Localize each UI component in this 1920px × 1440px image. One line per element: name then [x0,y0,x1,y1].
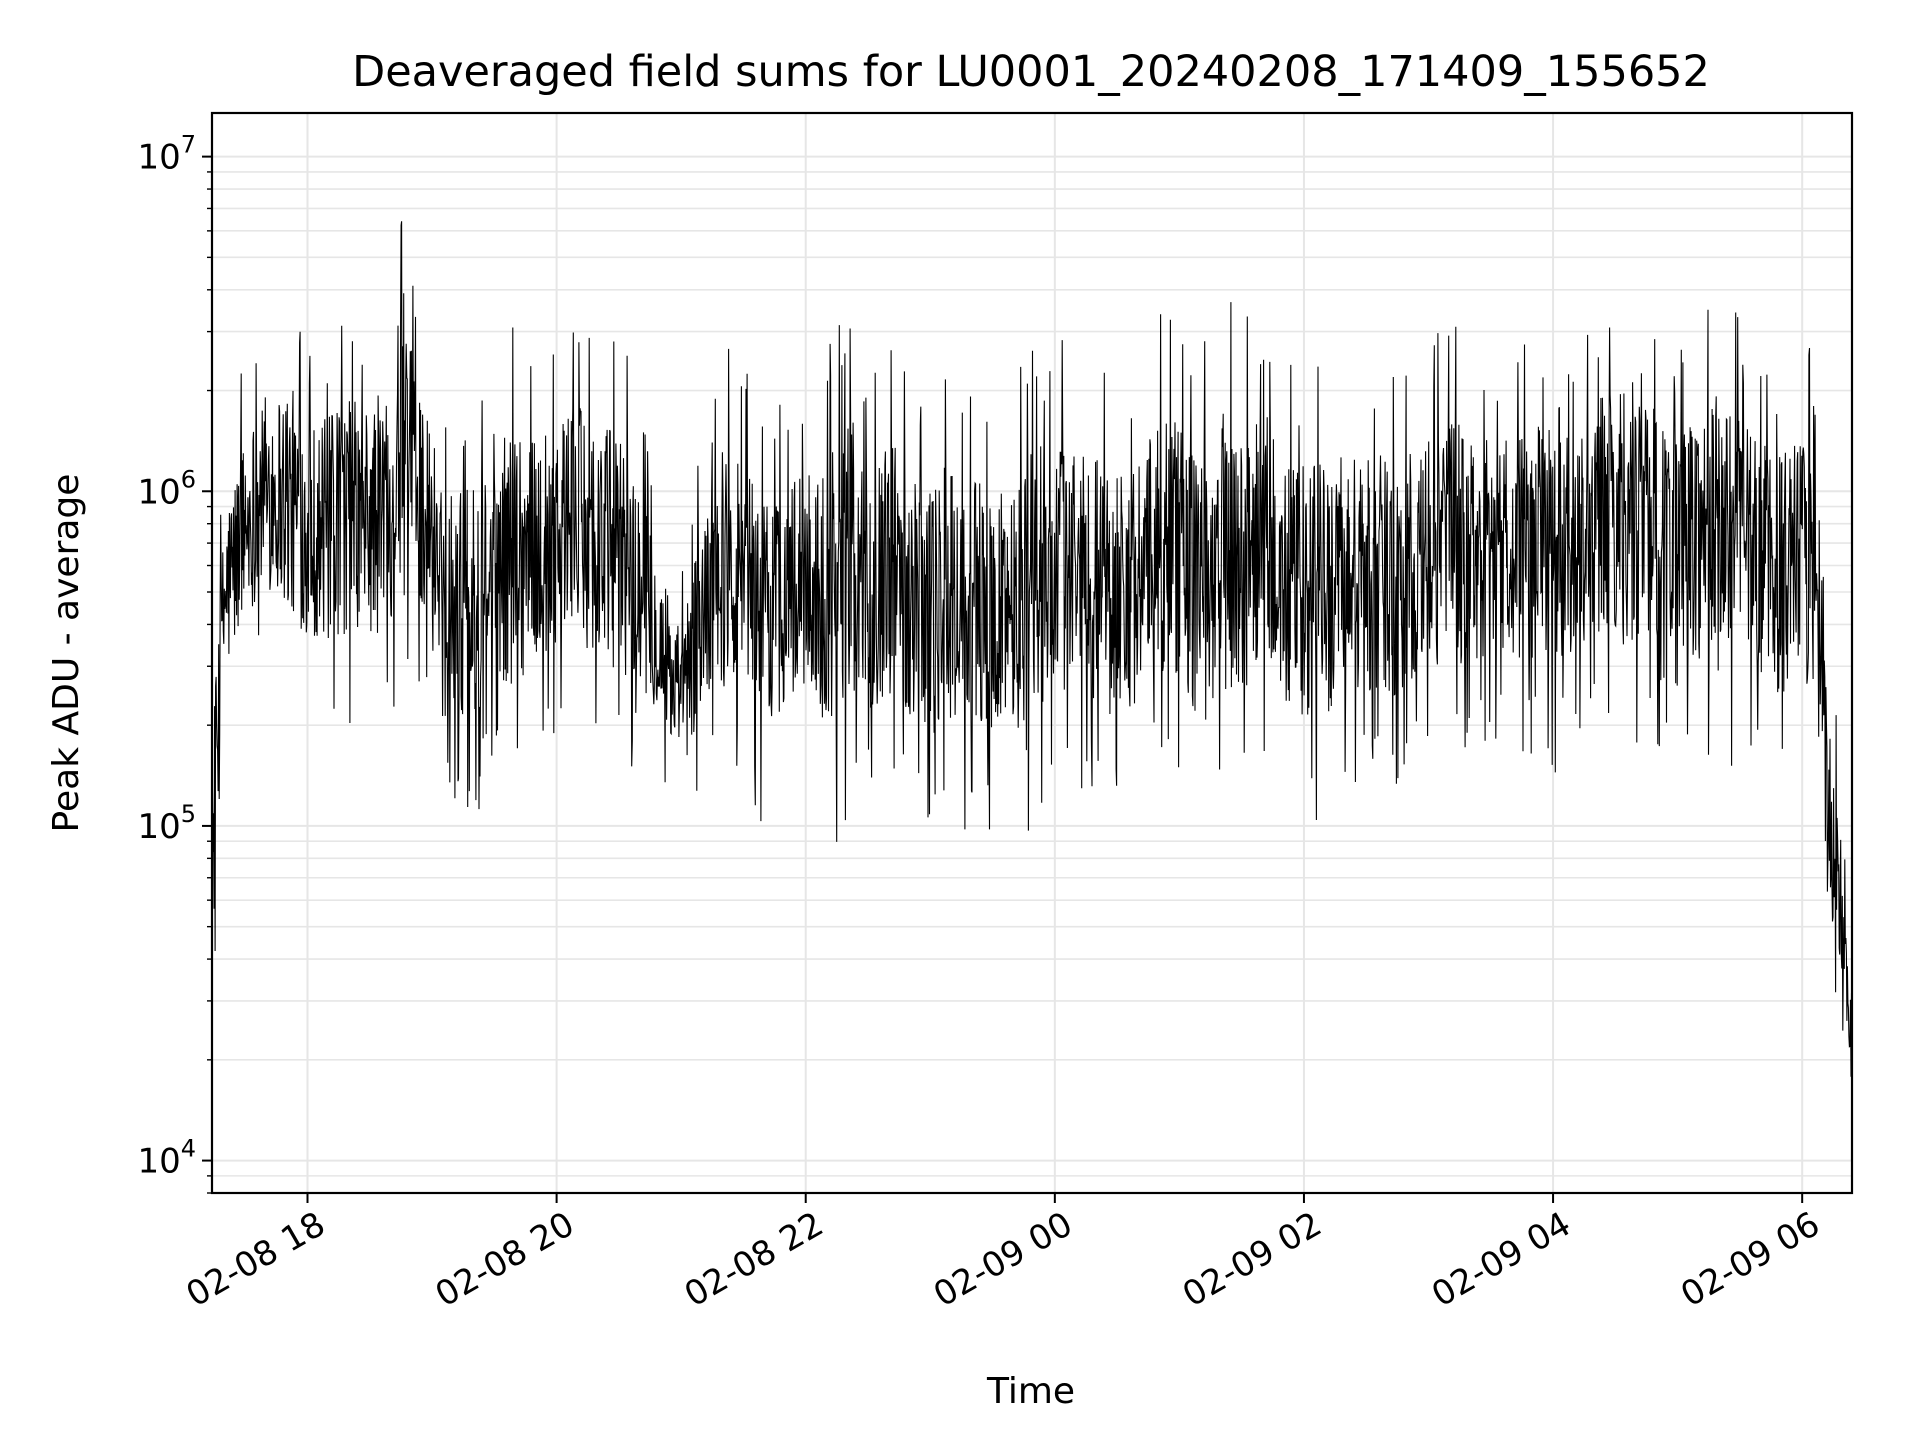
x-axis-label: Time [986,1371,1075,1412]
plot-area-frame [210,111,1854,1195]
y-tick-label: 104 [137,1135,196,1182]
grid-lines [212,113,1852,1194]
y-tick-label: 105 [137,800,196,847]
series-trace [211,221,1853,1077]
y-axis-label: Peak ADU - average [46,474,87,833]
y-axis-ticks: 104 105 106 107 [137,131,212,1194]
chart-title: Deaveraged field sums for LU0001_2024020… [352,47,1710,97]
y-tick-label: 107 [137,131,196,178]
series-line [211,221,1853,1077]
y-tick-label: 106 [137,465,196,512]
